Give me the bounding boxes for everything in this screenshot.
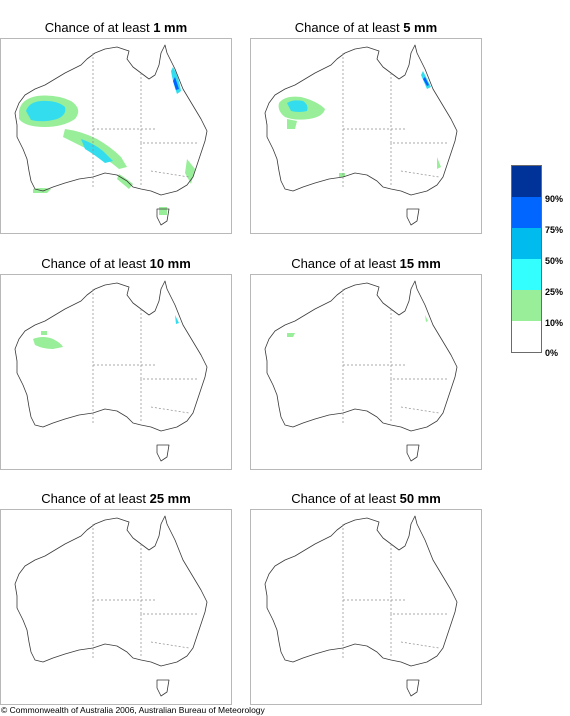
legend-swatch-50 xyxy=(512,228,541,260)
australia-outline xyxy=(264,280,458,462)
legend-label-90: 90% xyxy=(545,194,564,204)
australia-map xyxy=(250,274,482,470)
panel-title: Chance of at least 15 mm xyxy=(291,256,441,271)
legend-swatch-0 xyxy=(512,321,541,352)
map-svg xyxy=(264,280,458,462)
legend-swatch-90 xyxy=(512,166,541,198)
legend-label-75: 75% xyxy=(545,225,564,235)
rain-probability-overlay xyxy=(19,67,195,215)
australia-map xyxy=(250,509,482,705)
map-svg xyxy=(14,44,208,226)
australia-map xyxy=(0,509,232,705)
legend-swatch-25 xyxy=(512,259,541,291)
panel-title: Chance of at least 1 mm xyxy=(44,20,188,35)
copyright-notice: © Commonwealth of Australia 2006, Austra… xyxy=(1,705,265,715)
australia-outline xyxy=(14,44,208,226)
australia-map xyxy=(0,274,232,470)
map-svg xyxy=(14,280,208,462)
panel-title: Chance of at least 5 mm xyxy=(294,20,438,35)
legend-color-bar xyxy=(511,165,542,353)
map-svg xyxy=(264,515,458,697)
legend-label-0: 0% xyxy=(545,348,559,358)
legend-label-50: 50% xyxy=(545,256,564,266)
map-svg xyxy=(264,44,458,226)
panel-title: Chance of at least 10 mm xyxy=(41,256,191,271)
australia-outline xyxy=(264,515,458,697)
australia-outline xyxy=(14,515,208,697)
map-panel-15mm: Chance of at least 15 mm xyxy=(250,254,482,470)
rain-probability-overlay xyxy=(33,315,179,349)
australia-outline xyxy=(14,280,208,462)
map-panel-5mm: Chance of at least 5 mm xyxy=(250,18,482,234)
rain-probability-overlay xyxy=(287,315,428,337)
legend-swatch-75 xyxy=(512,197,541,229)
map-panel-10mm: Chance of at least 10 mm xyxy=(0,254,232,470)
australia-map xyxy=(0,38,232,234)
map-panel-50mm: Chance of at least 50 mm xyxy=(250,489,482,705)
rain-probability-overlay xyxy=(278,71,441,177)
australia-outline xyxy=(264,44,458,226)
panel-title: Chance of at least 25 mm xyxy=(41,491,191,506)
map-panel-25mm: Chance of at least 25 mm xyxy=(0,489,232,705)
legend-label-25: 25% xyxy=(545,287,564,297)
legend-swatch-10 xyxy=(512,290,541,322)
legend-label-10: 10% xyxy=(545,318,564,328)
map-svg xyxy=(14,515,208,697)
probability-legend: 90% 75% 50% 25% 10% 0% xyxy=(511,165,570,360)
australia-map xyxy=(250,38,482,234)
panel-title: Chance of at least 50 mm xyxy=(291,491,441,506)
map-panel-1mm: Chance of at least 1 mm xyxy=(0,18,232,234)
